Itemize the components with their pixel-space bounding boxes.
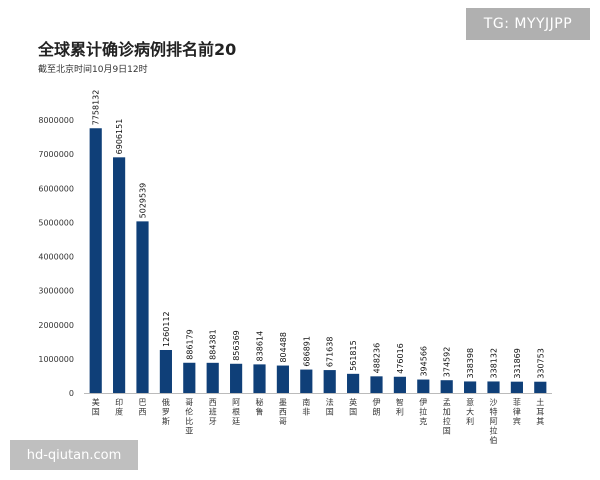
bar (136, 221, 149, 393)
x-category-label: 墨西哥 (279, 398, 287, 426)
x-category-label: 法国 (326, 397, 334, 417)
x-category-label: 印度 (115, 398, 123, 417)
y-tick-label: 1000000 (38, 355, 74, 364)
bar-value-label: 338132 (490, 348, 499, 379)
bar-value-label: 331869 (513, 348, 522, 379)
x-category-label: 智利 (396, 397, 404, 417)
y-tick-label: 4000000 (38, 253, 74, 262)
x-category-label: 菲律宾 (513, 397, 521, 426)
y-tick-label: 7000000 (38, 150, 74, 159)
bar-value-label: 488236 (373, 343, 382, 374)
x-category-label: 伊朗 (373, 397, 381, 417)
x-category-label: 伊拉克 (419, 397, 427, 426)
bar (276, 365, 289, 393)
bar-value-label: 1260112 (162, 311, 171, 347)
x-category-label: 巴西 (139, 398, 147, 417)
x-category-label: 南非 (302, 397, 310, 417)
bar-value-label: 5029539 (139, 183, 148, 219)
bar (159, 349, 172, 393)
x-category-label: 哥伦比亚 (185, 398, 193, 436)
bar-value-label: 671638 (326, 337, 335, 368)
bar-value-label: 856369 (232, 330, 241, 361)
bar (300, 369, 313, 393)
bar (253, 364, 266, 393)
bar (230, 363, 243, 393)
bar (206, 362, 219, 393)
watermark-bottom: hd-qiutan.com (10, 440, 138, 470)
y-tick-label: 5000000 (38, 218, 74, 227)
bar (113, 157, 126, 393)
bar-value-label: 884381 (209, 329, 218, 360)
y-tick-label: 2000000 (38, 321, 74, 330)
bar-value-label: 6906151 (115, 119, 124, 155)
bar (464, 381, 477, 393)
bar-value-label: 374592 (443, 347, 452, 378)
x-category-label: 西班牙 (209, 398, 217, 426)
bar (417, 379, 430, 393)
bar (393, 376, 406, 393)
bar (323, 370, 336, 393)
x-category-label: 土耳其 (536, 397, 544, 426)
bar-value-label: 886179 (185, 329, 194, 360)
y-tick-label: 0 (69, 389, 74, 398)
bar-value-label: 804488 (279, 332, 288, 363)
bar (347, 373, 360, 393)
chart-subtitle: 截至北京时间10月9日12时 (38, 65, 148, 75)
watermark-top: TG: MYYJJPP (466, 8, 590, 40)
x-category-label: 孟加拉国 (443, 397, 451, 436)
x-category-label: 阿根廷 (232, 398, 240, 426)
bar (440, 380, 453, 393)
x-category-label: 俄罗斯 (162, 397, 170, 426)
y-tick-label: 3000000 (38, 287, 74, 296)
chart-title: 全球累计确诊病例排名前20 (38, 40, 237, 59)
bar-value-label: 476016 (396, 343, 405, 374)
x-category-label: 沙特阿拉伯 (490, 398, 498, 445)
bar-value-label: 338398 (466, 348, 475, 379)
x-category-label: 美国 (92, 397, 100, 417)
bar-value-label: 394566 (419, 346, 428, 377)
bar (510, 381, 523, 393)
y-tick-label: 6000000 (38, 184, 74, 193)
x-category-label: 秘鲁 (256, 397, 264, 417)
bar (534, 381, 547, 393)
bar-value-label: 838614 (256, 331, 265, 362)
bar-value-label: 7758132 (92, 90, 101, 126)
bar-value-label: 561815 (349, 340, 358, 371)
bar (487, 381, 500, 393)
bar (370, 376, 383, 393)
x-category-label: 英国 (349, 397, 357, 417)
y-tick-label: 8000000 (38, 116, 74, 125)
bar-value-label: 330753 (536, 348, 545, 379)
bar (183, 362, 196, 393)
bar (89, 128, 102, 394)
bar-value-label: 686891 (302, 336, 311, 367)
x-category-label: 意大利 (466, 397, 474, 426)
